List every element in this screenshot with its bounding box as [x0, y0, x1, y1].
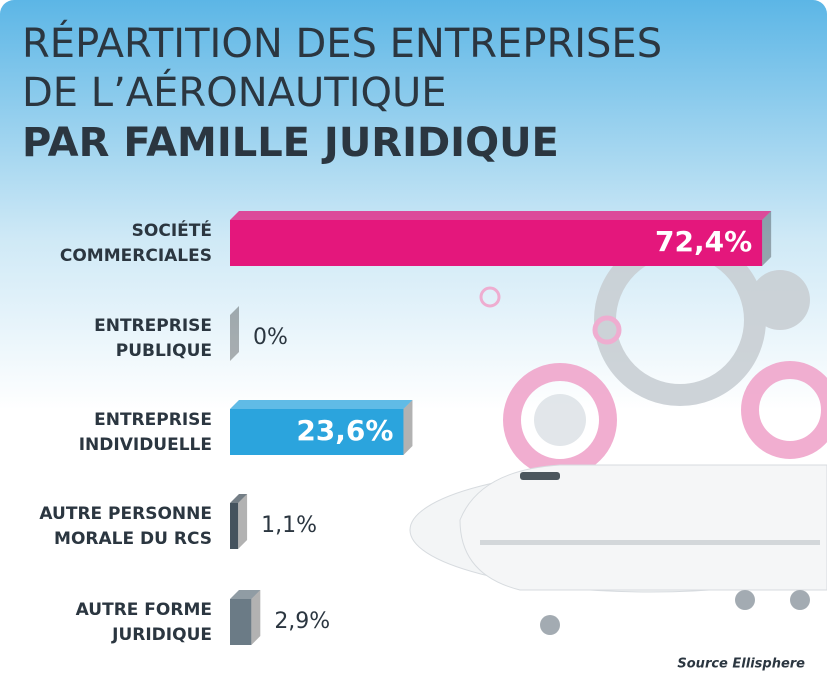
category-label: SOCIÉTÉ	[132, 219, 212, 241]
bar	[230, 409, 404, 455]
value-label: 72,4%	[655, 225, 752, 258]
value-label: 23,6%	[296, 414, 393, 447]
title-line: RÉPARTITION DES ENTREPRISES	[22, 19, 662, 67]
bar-side	[230, 306, 239, 361]
decoration	[409, 234, 827, 635]
category-label: PUBLIQUE	[116, 341, 212, 361]
title-line: DE L’AÉRONAUTIQUE	[22, 68, 447, 116]
bar	[230, 220, 763, 266]
source: Source Ellisphere	[677, 657, 805, 672]
bar-side	[238, 494, 248, 549]
bar	[230, 503, 239, 549]
bar-side	[762, 211, 772, 266]
bar-top	[230, 400, 413, 409]
value-label: 0%	[253, 325, 288, 350]
category-label: ENTREPRISE	[94, 410, 212, 430]
category-label: COMMERCIALES	[60, 246, 212, 266]
category-label: AUTRE FORME	[76, 600, 212, 620]
bar	[230, 599, 252, 645]
category-label: MORALE DU RCS	[54, 529, 212, 549]
title-line: PAR FAMILLE JURIDIQUE	[22, 120, 559, 166]
bar-side	[251, 590, 261, 645]
category-label: ENTREPRISE	[94, 316, 212, 336]
category-label: INDIVIDUELLE	[79, 435, 212, 455]
bar-top	[230, 590, 261, 599]
bar-top	[230, 211, 772, 220]
category-label: JURIDIQUE	[111, 625, 212, 645]
category-label: AUTRE PERSONNE	[39, 504, 212, 524]
bar-side	[403, 400, 413, 455]
bar-top	[230, 494, 248, 503]
value-label: 1,1%	[261, 513, 317, 538]
value-label: 2,9%	[274, 609, 330, 634]
